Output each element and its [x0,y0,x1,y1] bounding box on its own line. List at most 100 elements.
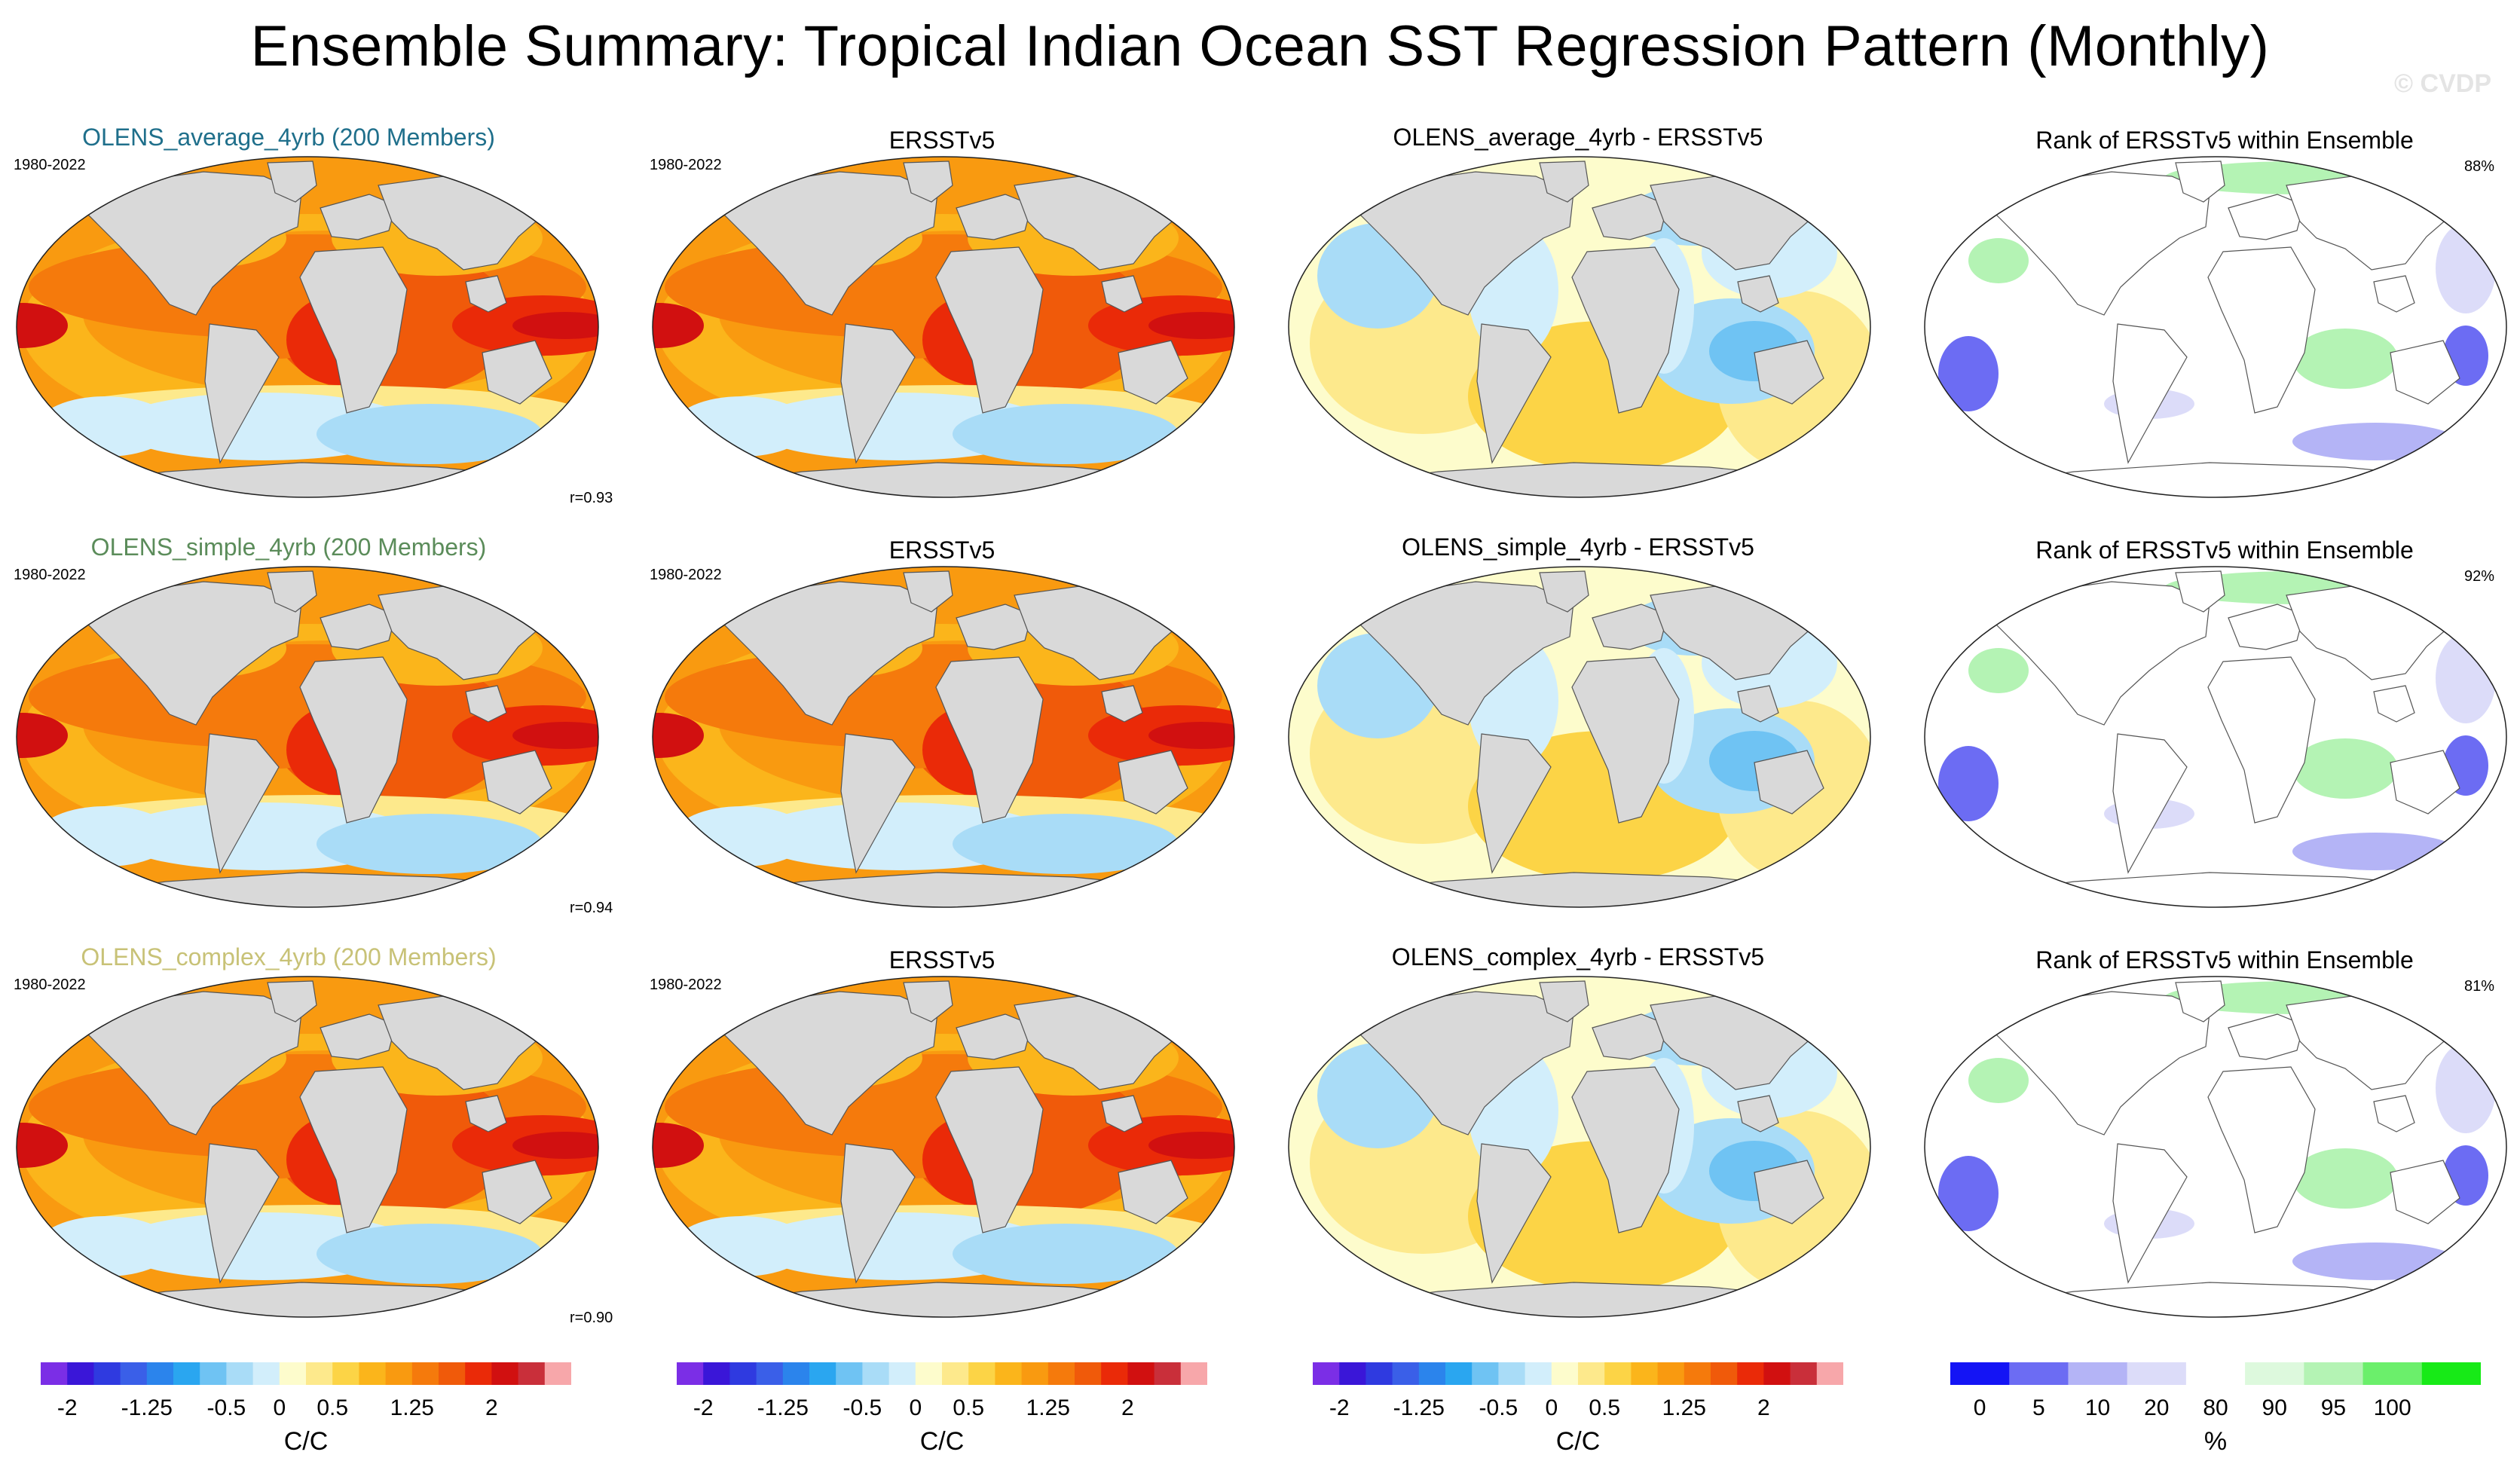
greenland-landmass [267,570,317,613]
colorbar-tick-label: -1.25 [757,1395,809,1420]
colorbar-tick-label: 80 [2203,1395,2228,1420]
southeast-asia-landmass [1737,275,1779,313]
colorbar-swatch [41,1362,68,1385]
observation-map-row2 [652,566,1235,908]
europe-landmass [320,194,396,240]
ensemble-map-row1 [16,156,599,498]
rank-map-row1 [1924,156,2507,498]
colorbar-swatch [1075,1362,1102,1385]
colorbar-tick-label: 2 [485,1395,498,1420]
colorbar-swatch [1047,1362,1075,1385]
antarctica-landmass [696,872,1194,907]
colorbar-swatch [93,1362,121,1385]
africa-landmass [1571,656,1680,824]
europe-landmass [320,604,396,650]
europe-landmass [1592,194,1668,240]
africa-landmass [935,1066,1044,1233]
colorbar-swatch [1737,1362,1764,1385]
south-america-landmass [204,1143,280,1284]
colorbar-swatch [1101,1362,1128,1385]
colorbar-swatch [1604,1362,1632,1385]
period-label: 1980-2022 [14,567,86,583]
colorbar-swatch [915,1362,943,1385]
greenland-landmass [1539,980,1589,1022]
colorbar-swatch [1657,1362,1685,1385]
obs-period-label: 1980-2022 [650,567,722,583]
colorbar-swatch [942,1362,969,1385]
greenland-landmass [2175,570,2225,613]
africa-landmass [2207,656,2316,824]
colorbar-swatch [1498,1362,1526,1385]
colorbar-swatch [1154,1362,1182,1385]
colorbar-swatch [1339,1362,1366,1385]
colorbar-swatch [306,1362,333,1385]
greenland-landmass [903,160,953,203]
australia-landmass [1754,750,1824,815]
greenland-landmass [1539,570,1589,613]
australia-landmass [2390,340,2460,405]
colorbar-swatch [1313,1362,1340,1385]
colorbar-tick-label: 0 [273,1395,286,1420]
colorbar-swatch [173,1362,200,1385]
australia-landmass [1118,1160,1188,1224]
colorbar-swatch [862,1362,890,1385]
colorbar-swatch [1180,1362,1207,1385]
ensemble-title-row2: OLENS_simple_4yrb (200 Members) [90,533,487,561]
greenland-landmass [2175,980,2225,1022]
colorbar-swatch [67,1362,94,1385]
south-america-landmass [840,323,916,464]
regression-colorbar-1 [41,1362,571,1385]
south-america-landmass [1476,1143,1552,1284]
antarctica-landmass [1332,1282,1830,1317]
south-america-landmass [204,733,280,874]
colorbar-swatch [1763,1362,1791,1385]
colorbar-tick-label: -2 [57,1395,78,1420]
greenland-landmass [267,160,317,203]
antarctica-landmass [696,1282,1194,1317]
southeast-asia-landmass [2373,1095,2415,1132]
southeast-asia-landmass [1101,1095,1143,1132]
obs-title-row1: ERSSTv5 [888,127,995,154]
europe-landmass [956,1013,1032,1060]
colorbar-swatch [332,1362,359,1385]
europe-landmass [956,604,1032,650]
africa-landmass [2207,246,2316,414]
colorbar-swatch [968,1362,995,1385]
observation-map-row1 [652,156,1235,498]
colorbar-swatch [1418,1362,1446,1385]
southeast-asia-landmass [2373,685,2415,723]
south-america-landmass [1476,733,1552,874]
antarctica-landmass [60,462,558,497]
africa-landmass [299,1066,408,1233]
colorbar-swatch [439,1362,466,1385]
obs-period-label: 1980-2022 [650,977,722,993]
colorbar-swatch [1711,1362,1738,1385]
colorbar-swatch [1127,1362,1155,1385]
page-title: Ensemble Summary: Tropical Indian Ocean … [250,14,2270,78]
australia-landmass [482,750,552,815]
antarctica-landmass [1968,1282,2466,1317]
south-america-landmass [840,733,916,874]
obs-title-row3: ERSSTv5 [888,946,995,974]
correlation-label: r=0.90 [570,1310,613,1326]
colorbar-units: % [2203,1427,2228,1456]
australia-landmass [482,340,552,405]
colorbar-tick-label: -0.5 [843,1395,882,1420]
south-america-landmass [1476,323,1552,464]
colorbar-swatch [782,1362,810,1385]
colorbar-swatch [1525,1362,1552,1385]
colorbar-swatch [756,1362,784,1385]
colorbar-swatch [279,1362,307,1385]
greenland-landmass [267,980,317,1022]
greenland-landmass [903,570,953,613]
colorbar-swatch [1021,1362,1049,1385]
colorbar-swatch [1790,1362,1818,1385]
colorbar-swatch [2421,1362,2481,1385]
colorbar-swatch [888,1362,916,1385]
colorbar-swatch [2009,1362,2069,1385]
antarctica-landmass [1968,462,2466,497]
colorbar-swatch [252,1362,280,1385]
colorbar-tick-label: -2 [1329,1395,1350,1420]
colorbar-swatch [1472,1362,1499,1385]
colorbar-swatch [1445,1362,1473,1385]
